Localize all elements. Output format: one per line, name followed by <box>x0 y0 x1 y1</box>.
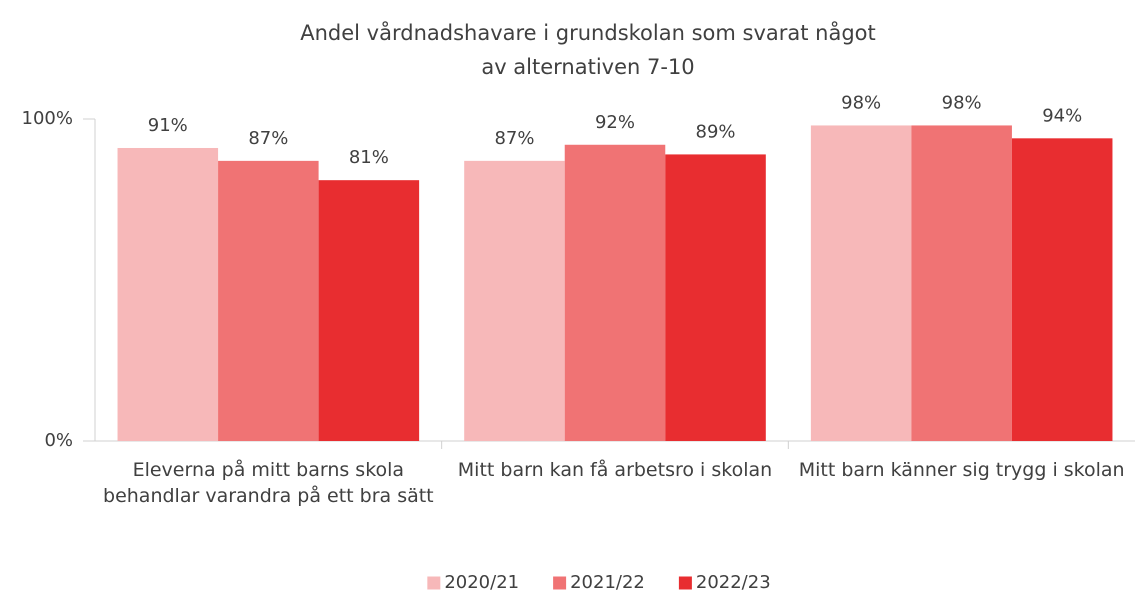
x-tick-label: Eleverna på mitt barns skola behandlar v… <box>103 459 434 507</box>
data-label: 87% <box>494 128 534 149</box>
data-label: 81% <box>349 147 389 168</box>
data-label: 98% <box>942 92 982 113</box>
bar <box>665 154 766 442</box>
legend-label: 2021/22 <box>570 572 645 593</box>
data-label: 92% <box>595 112 635 133</box>
x-tick-label: Mitt barn kan få arbetsro i skolan <box>457 459 773 481</box>
chart-title: Andel vårdnadshavare i grundskolan som s… <box>300 21 876 79</box>
bar <box>1011 138 1113 441</box>
legend-swatch <box>553 576 567 590</box>
data-label: 89% <box>696 121 736 142</box>
x-tick-label: Mitt barn känner sig trygg i skolan <box>798 459 1125 481</box>
legend-swatch <box>427 576 441 590</box>
bar <box>318 180 420 441</box>
bar <box>810 125 912 441</box>
bar <box>564 144 666 441</box>
y-tick-label: 0% <box>44 430 73 451</box>
data-label: 98% <box>841 92 881 113</box>
data-label: 91% <box>148 115 188 136</box>
y-tick-label: 100% <box>22 108 73 129</box>
legend-label: 2020/21 <box>444 572 519 593</box>
bar <box>464 160 565 442</box>
data-label: 87% <box>248 128 288 149</box>
bar <box>117 147 219 442</box>
data-label: 94% <box>1042 105 1082 126</box>
legend-swatch <box>678 576 692 590</box>
legend-label: 2022/23 <box>696 572 771 593</box>
bar <box>911 125 1012 441</box>
bar <box>218 160 319 442</box>
